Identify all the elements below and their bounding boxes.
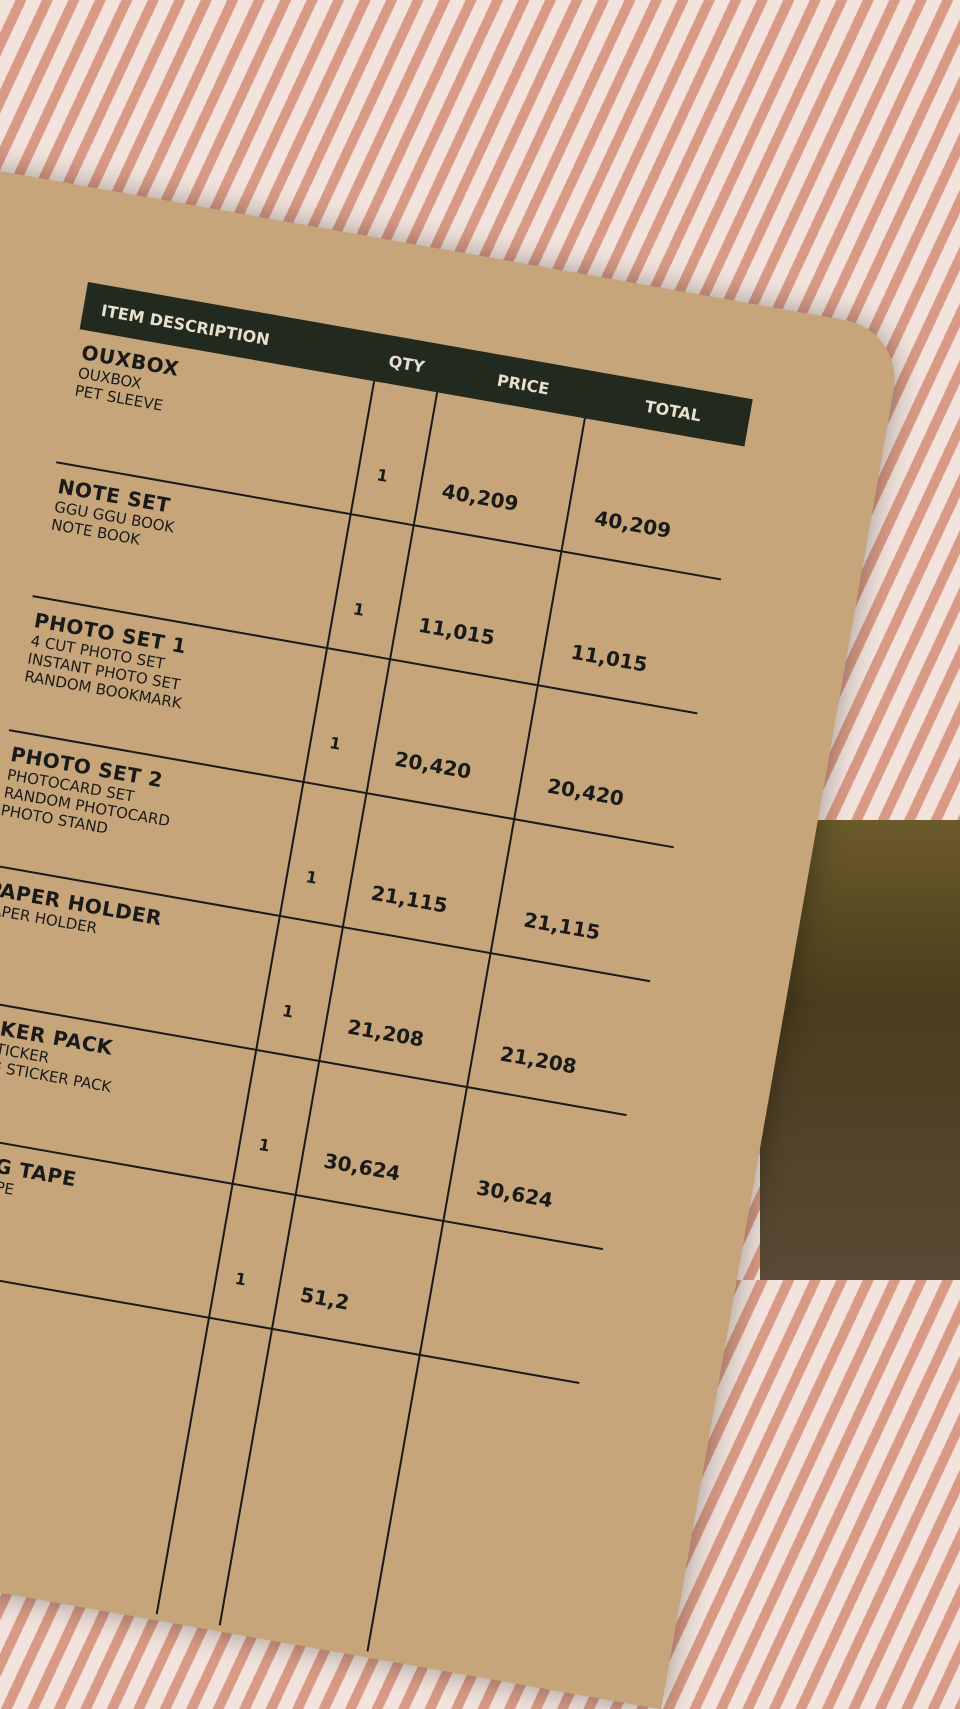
item-qty: 1 [304,867,319,888]
item-price: 40,209 [440,478,521,516]
item-total: 40,209 [592,505,673,543]
header-total: TOTAL [643,396,703,426]
item-price: 11,015 [416,612,497,650]
header-qty: QTY [387,351,427,377]
item-qty: 1 [280,1000,296,1022]
item-qty: 1 [328,733,343,754]
item-total: 30,624 [474,1175,555,1213]
item-qty: 1 [351,599,366,620]
item-total: 21,208 [498,1041,579,1079]
header-price: PRICE [495,370,551,399]
item-price: 51,2 [298,1282,352,1315]
item-price: 30,624 [321,1148,403,1186]
item-total: 21,115 [521,907,603,945]
item-total: 20,420 [545,773,626,811]
item-price: 20,420 [392,746,474,784]
item-total: 11,015 [569,639,650,677]
item-qty: 1 [375,465,390,486]
item-price: 21,115 [369,880,450,918]
item-qty: 1 [257,1134,272,1156]
item-qty: 1 [233,1268,248,1290]
item-price: 21,208 [345,1014,426,1052]
